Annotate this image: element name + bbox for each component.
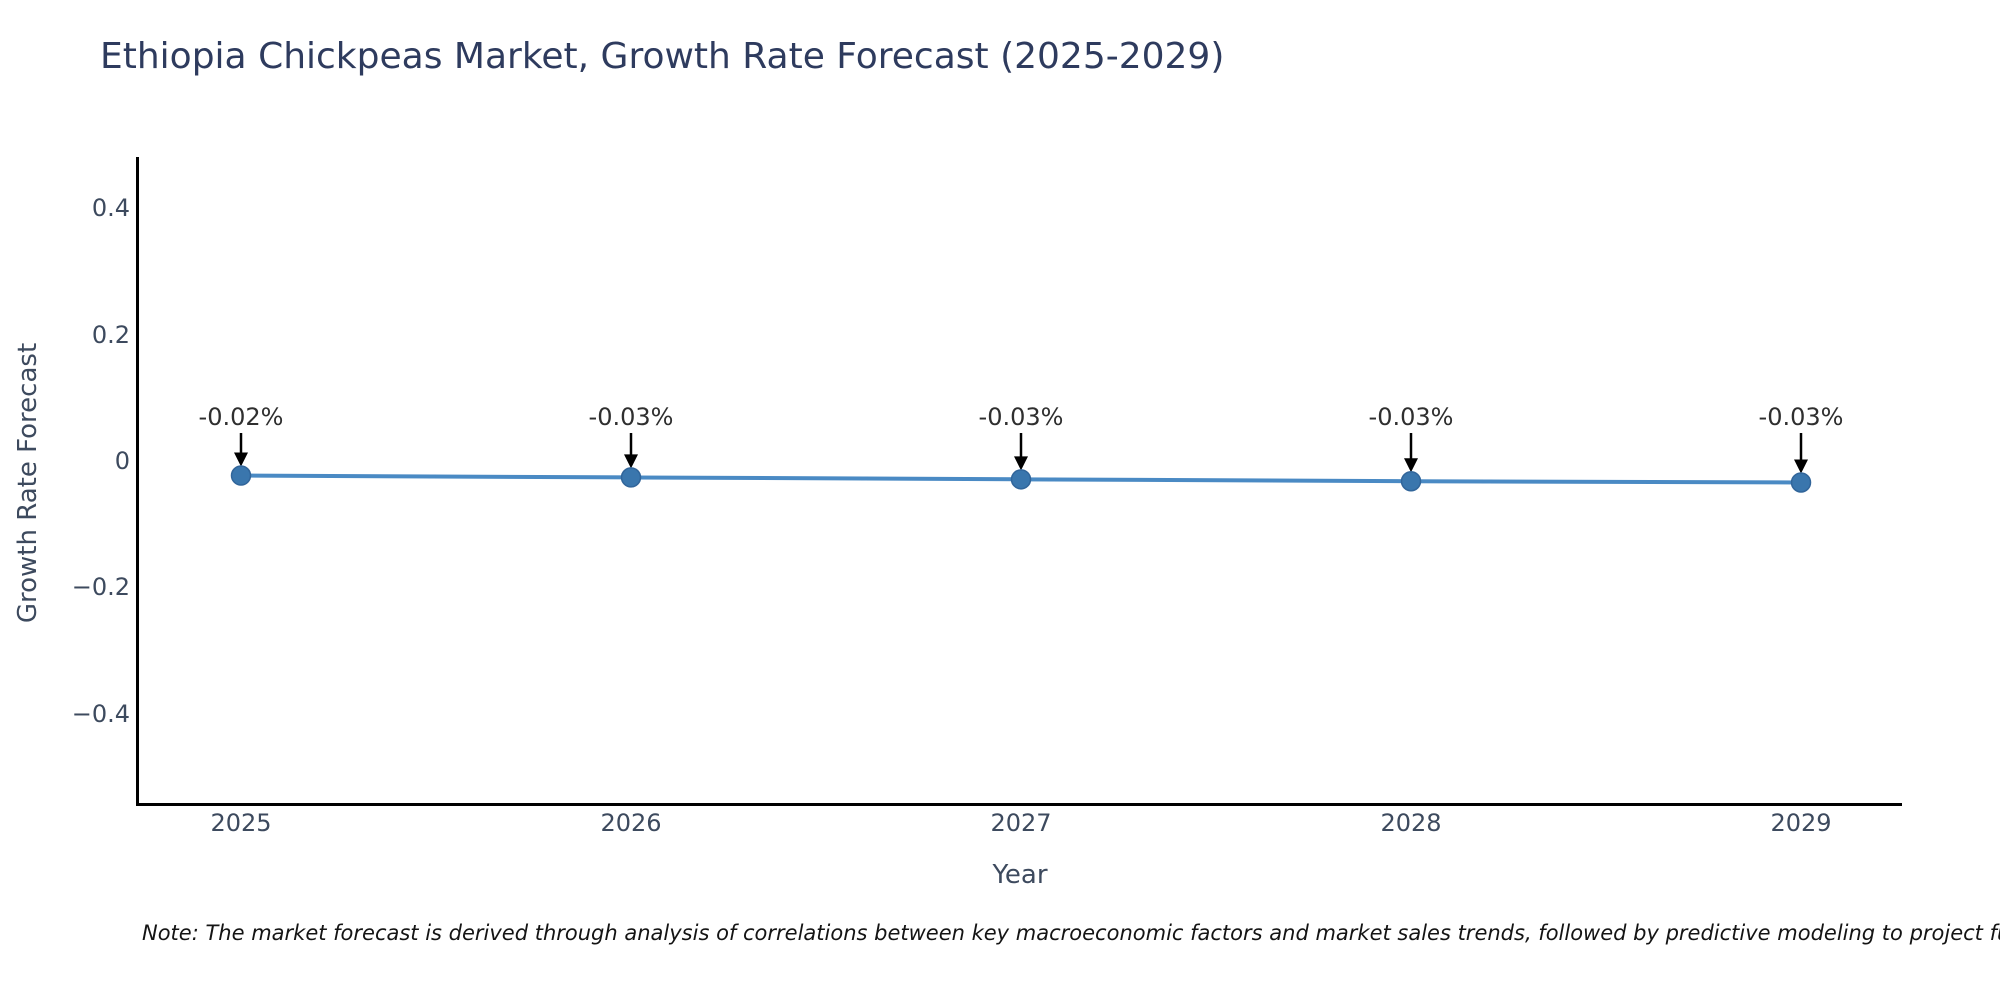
x-tick-label: 2025 — [210, 809, 272, 837]
annotation-arrowhead-icon — [624, 454, 638, 469]
annotation-arrowhead-icon — [1404, 458, 1418, 473]
chart-title: Ethiopia Chickpeas Market, Growth Rate F… — [100, 36, 1225, 77]
data-point-marker — [1010, 469, 1032, 490]
x-axis-line — [136, 803, 1902, 806]
x-tick-label: 2027 — [990, 809, 1052, 837]
data-point-marker — [230, 465, 252, 486]
point-value-label: -0.02% — [198, 403, 284, 431]
point-value-label: -0.03% — [978, 403, 1064, 431]
x-axis-title: Year — [992, 860, 1048, 890]
x-tick-label: 2026 — [600, 809, 662, 837]
footnote: Note: The market forecast is derived thr… — [142, 921, 2000, 945]
point-value-label: -0.03% — [1758, 403, 1844, 431]
data-point-marker — [1400, 470, 1422, 492]
point-value-label: -0.03% — [588, 403, 674, 431]
data-point-marker — [1790, 472, 1812, 493]
annotation-arrowhead-icon — [1794, 459, 1808, 474]
point-value-label: -0.03% — [1368, 403, 1454, 431]
x-tick-label: 2029 — [1770, 809, 1832, 837]
y-axis-line — [136, 157, 139, 806]
y-tick-label: −0.4 — [71, 699, 130, 728]
y-tick-label: 0.4 — [91, 194, 130, 223]
annotation-arrowhead-icon — [1014, 456, 1028, 471]
y-tick-label: −0.2 — [71, 573, 130, 602]
x-tick-label: 2028 — [1380, 809, 1442, 837]
y-tick-label: 0 — [114, 447, 130, 475]
y-tick-label: 0.2 — [91, 320, 130, 349]
data-point-marker — [620, 467, 642, 488]
annotation-arrowhead-icon — [234, 452, 248, 467]
